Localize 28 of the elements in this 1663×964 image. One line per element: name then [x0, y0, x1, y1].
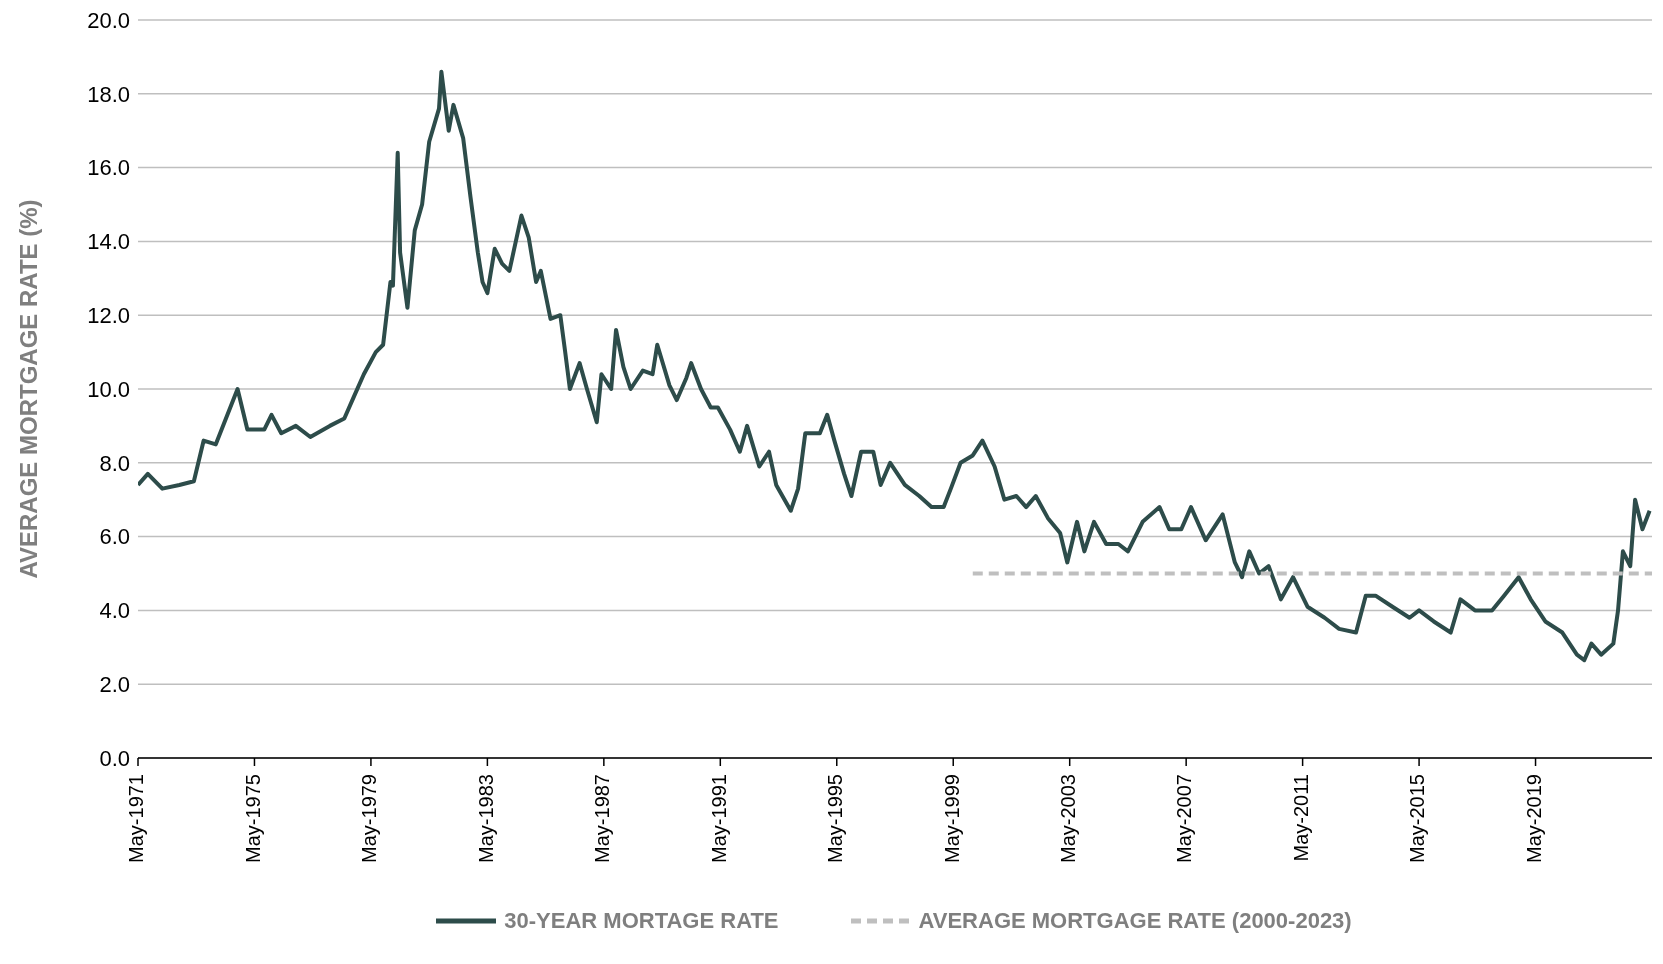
y-axis-title: AVERAGE MORTGAGE RATE (%) [14, 199, 42, 579]
x-tick-label: May-1999 [940, 774, 963, 863]
y-tick-label: 8.0 [99, 450, 130, 476]
line-series [138, 69, 1652, 663]
x-tick-label: May-1975 [241, 774, 264, 863]
y-tick-label: 10.0 [87, 376, 130, 402]
legend-label: 30-YEAR MORTAGE RATE [504, 908, 779, 934]
x-tick-label: May-1983 [474, 774, 497, 863]
y-tick-label: 6.0 [99, 524, 130, 550]
x-tick-label: May-1991 [707, 774, 730, 863]
y-tick-label: 16.0 [87, 155, 130, 181]
y-tick-label: 4.0 [99, 598, 130, 624]
y-tick-label: 18.0 [87, 81, 130, 107]
x-tick-label: May-2015 [1406, 774, 1429, 863]
x-tick-label: May-2007 [1173, 774, 1196, 863]
y-tick-label: 12.0 [87, 303, 130, 329]
x-tick-label: May-2019 [1522, 774, 1545, 863]
x-tick-label: May-1979 [358, 774, 381, 863]
x-tick-label: May-1995 [824, 774, 847, 863]
legend-label: AVERAGE MORTGAGE RATE (2000-2023) [918, 908, 1352, 934]
y-tick-label: 0.0 [99, 745, 130, 771]
x-tick-label: May-1971 [125, 774, 148, 863]
y-tick-label: 20.0 [87, 7, 130, 33]
y-tick-label: 14.0 [87, 229, 130, 255]
x-tick-label: May-2011 [1289, 774, 1312, 862]
y-tick-label: 2.0 [99, 672, 130, 698]
x-tick-label: May-1987 [591, 774, 614, 863]
x-tick-label: May-2003 [1056, 774, 1079, 863]
